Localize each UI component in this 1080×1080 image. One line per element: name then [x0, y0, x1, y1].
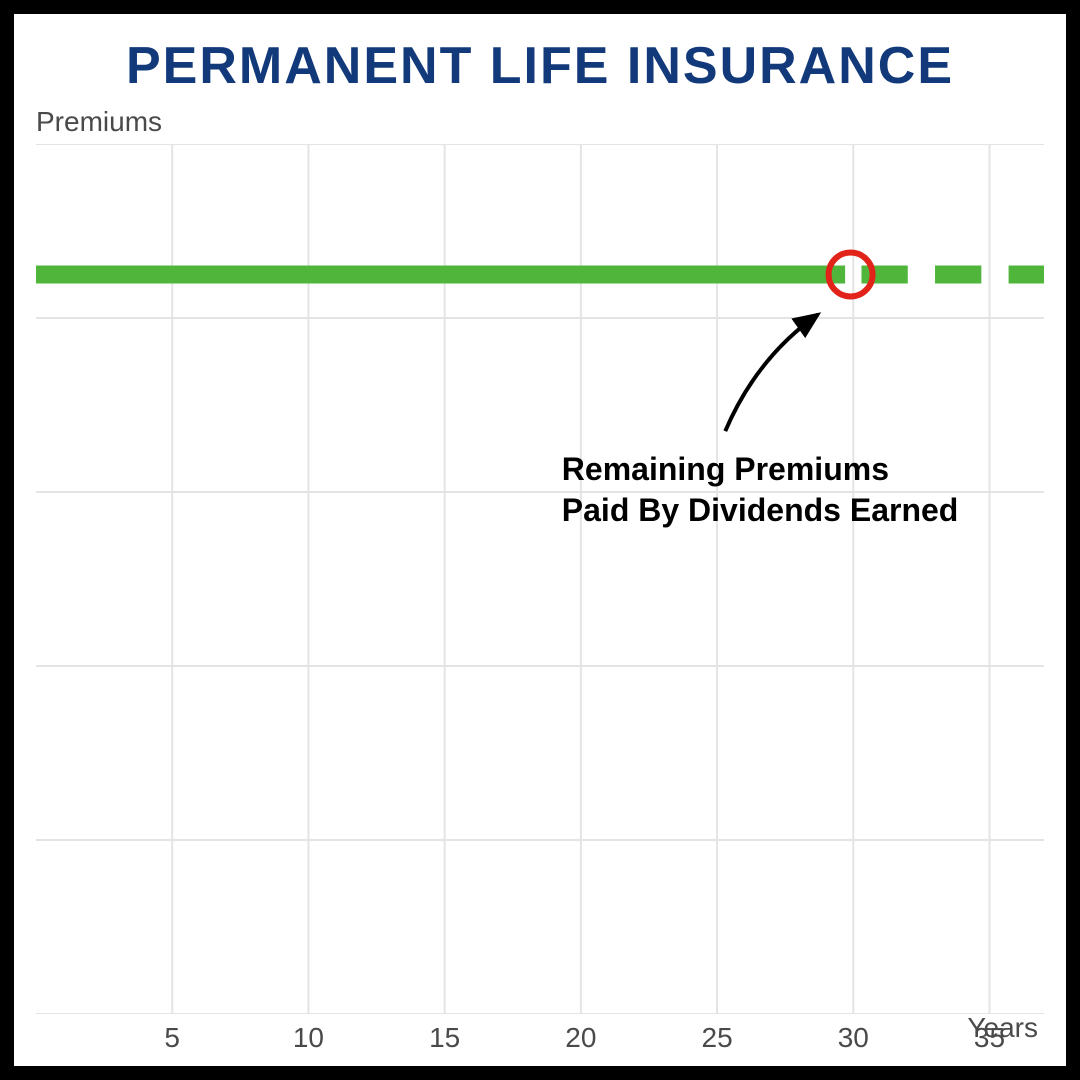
x-tick-label: 25	[702, 1022, 733, 1054]
y-axis-label: Premiums	[36, 106, 162, 138]
chart-plot	[36, 144, 1044, 1014]
x-tick-label: 5	[164, 1022, 180, 1054]
x-tick-label: 10	[293, 1022, 324, 1054]
chart-frame: PERMANENT LIFE INSURANCE Premiums Years …	[14, 14, 1066, 1066]
x-tick-label: 35	[974, 1022, 1005, 1054]
x-tick-label: 20	[565, 1022, 596, 1054]
x-tick-label: 15	[429, 1022, 460, 1054]
chart-title: PERMANENT LIFE INSURANCE	[14, 36, 1066, 96]
x-tick-label: 30	[838, 1022, 869, 1054]
annotation-text: Remaining Premiums Paid By Dividends Ear…	[562, 449, 959, 532]
